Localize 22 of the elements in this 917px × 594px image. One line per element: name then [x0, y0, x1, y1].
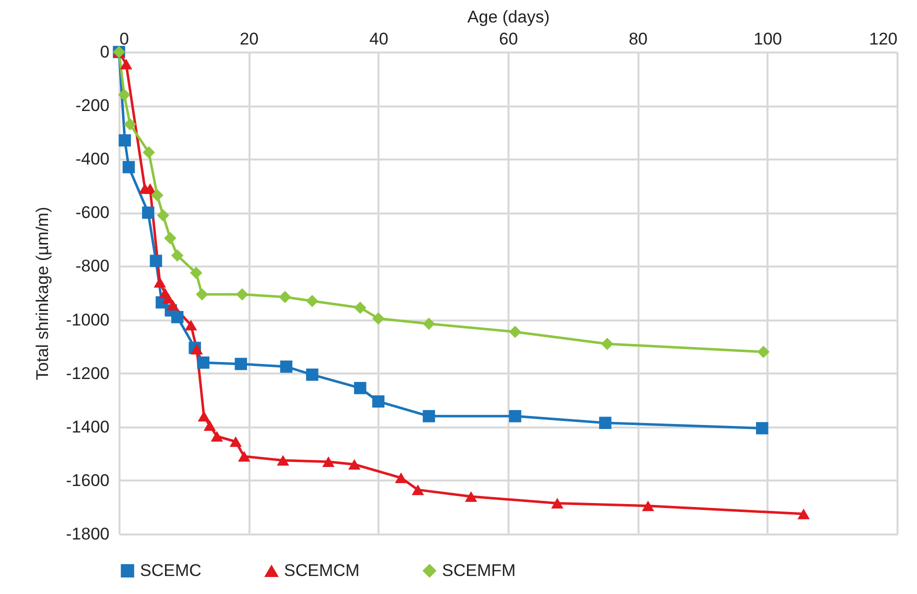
y-tick-label: -1000	[66, 310, 110, 330]
x-tick-label: 60	[499, 30, 518, 48]
x-tick-label: 100	[754, 30, 782, 48]
y-tick-label: 0	[100, 42, 110, 62]
x-axis-title: Age (days)	[467, 8, 550, 26]
x-tick-label: 20	[240, 30, 259, 48]
y-tick-label: -1800	[66, 524, 110, 544]
legend-label: SCEMFM	[442, 560, 516, 580]
y-tick-label: -600	[75, 203, 110, 222]
y-tick-label: -800	[75, 256, 110, 276]
x-tick-label: 0	[120, 30, 129, 48]
y-tick-label: -200	[75, 96, 110, 116]
x-tick-label: 80	[628, 30, 648, 48]
y-tick-label: -1200	[66, 364, 110, 383]
legend-label: SCEMC	[140, 560, 202, 580]
legend-label: SCEMCM	[284, 561, 360, 580]
x-tick-label: 40	[369, 30, 388, 48]
y-tick-label: -1600	[66, 470, 110, 490]
y-tick-label: -1400	[66, 417, 110, 436]
y-tick-label: -400	[75, 150, 110, 169]
x-tick-label: 120	[869, 30, 898, 48]
y-axis-title: Total shrinkage (µm/m)	[33, 206, 52, 380]
